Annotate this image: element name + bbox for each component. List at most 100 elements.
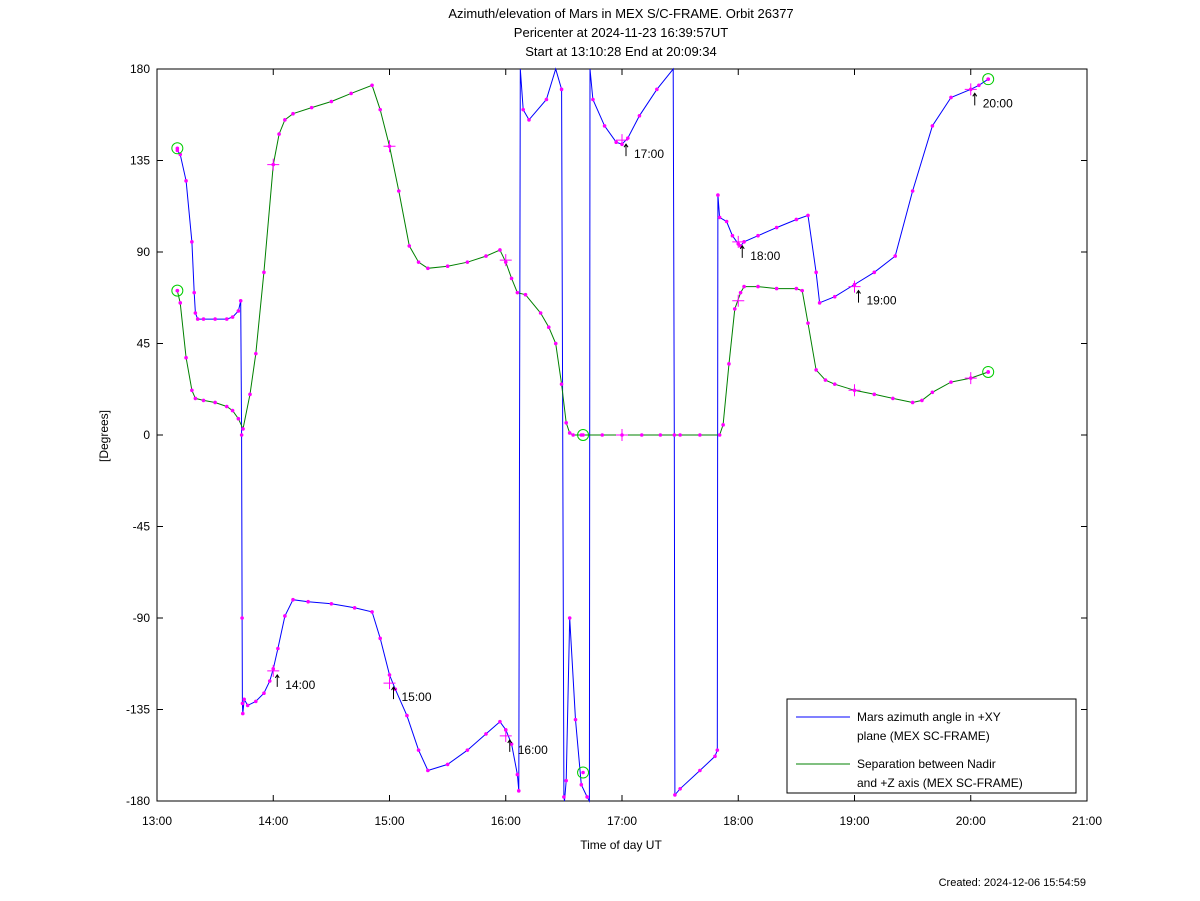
time-label-arrow: [972, 92, 978, 106]
data-point: [930, 124, 935, 128]
data-point: [267, 679, 272, 683]
data-point: [823, 378, 828, 382]
data-point: [564, 778, 568, 783]
endpoint-marker: [982, 73, 995, 86]
time-label: 17:00: [634, 147, 664, 161]
x-tick-label: 18:00: [723, 814, 753, 828]
data-point: [248, 392, 252, 397]
data-point: [986, 77, 990, 81]
data-point: [515, 290, 520, 295]
data-point: [814, 368, 818, 372]
legend-label-1: Mars azimuth angle in +XY: [857, 710, 1001, 724]
data-point: [291, 111, 295, 116]
data-point: [872, 392, 877, 397]
time-label: 20:00: [983, 96, 1013, 110]
data-point: [426, 768, 430, 773]
legend-box: [786, 698, 1077, 794]
data-point: [240, 616, 244, 620]
time-label-arrow: [856, 289, 861, 303]
data-point: [806, 213, 810, 218]
data-point: [370, 610, 374, 614]
endpoint-marker: [171, 142, 184, 155]
data-point: [484, 254, 488, 258]
markers: [171, 73, 995, 799]
data-point: [893, 254, 897, 258]
data-point: [602, 124, 607, 128]
hour-marker: [848, 384, 861, 397]
data-point: [730, 233, 735, 238]
data-point: [614, 140, 618, 144]
data-point: [498, 719, 502, 724]
hour-marker: [964, 83, 977, 96]
data-point: [239, 433, 244, 437]
data-point: [515, 772, 520, 777]
data-point: [949, 380, 953, 384]
data-point: [774, 286, 779, 291]
hour-marker: [732, 294, 745, 307]
hour-marker: [616, 429, 628, 441]
data-point: [190, 240, 194, 244]
data-point: [309, 105, 314, 110]
data-point: [240, 711, 245, 716]
data-point: [672, 433, 677, 437]
data-point: [585, 795, 589, 799]
time-label: 18:00: [750, 249, 780, 263]
x-tick-label: 14:00: [258, 814, 288, 828]
data-point: [230, 408, 235, 413]
x-tick-label: 16:00: [491, 814, 521, 828]
data-point: [407, 244, 412, 248]
data-point: [717, 433, 722, 437]
data-point: [378, 636, 383, 641]
legend-label-2: and +Z axis (MEX SC-FRAME): [857, 776, 1023, 790]
data-point: [756, 233, 760, 238]
data-point: [509, 742, 514, 746]
data-point: [240, 701, 245, 706]
endpoint-marker: [171, 284, 184, 297]
hour-marker: [616, 134, 628, 147]
data-point: [184, 179, 188, 183]
data-point: [245, 703, 250, 708]
data-point: [559, 382, 564, 386]
data-point: [329, 99, 334, 104]
endpoint-marker: [577, 766, 590, 779]
data-point: [242, 697, 246, 702]
data-point: [224, 317, 229, 321]
data-point: [832, 294, 837, 299]
data-point: [238, 299, 243, 303]
data-point: [416, 260, 421, 264]
data-point: [370, 83, 374, 88]
data-point: [254, 699, 258, 704]
data-point: [920, 398, 924, 403]
endpoint-marker: [577, 429, 590, 441]
data-point: [283, 614, 287, 618]
data-point: [213, 400, 217, 405]
data-point: [567, 616, 572, 620]
time-label-arrow: [391, 686, 396, 700]
y-tick-label: 180: [130, 62, 150, 76]
data-point: [184, 355, 188, 360]
time-label-arrow: [507, 739, 513, 752]
data-point: [523, 292, 528, 297]
data-point: [291, 597, 295, 602]
data-point: [579, 782, 584, 787]
data-point: [567, 431, 572, 435]
data-point: [832, 382, 837, 386]
data-point: [175, 288, 180, 293]
data-point: [509, 276, 514, 281]
time-label: 16:00: [518, 743, 548, 757]
data-point: [193, 396, 198, 401]
data-point: [716, 193, 720, 197]
data-point: [949, 95, 953, 100]
x-tick-label: 13:00: [142, 814, 172, 828]
x-tick-label: 19:00: [839, 814, 869, 828]
data-point: [564, 421, 568, 425]
data-point: [230, 315, 235, 319]
data-point: [806, 321, 810, 325]
data-point: [800, 288, 804, 293]
endpoint-marker: [982, 365, 995, 378]
legend-label-1: plane (MEX SC-FRAME): [857, 729, 990, 743]
data-point: [378, 107, 383, 112]
hour-marker: [499, 729, 512, 742]
hour-marker: [964, 372, 977, 385]
